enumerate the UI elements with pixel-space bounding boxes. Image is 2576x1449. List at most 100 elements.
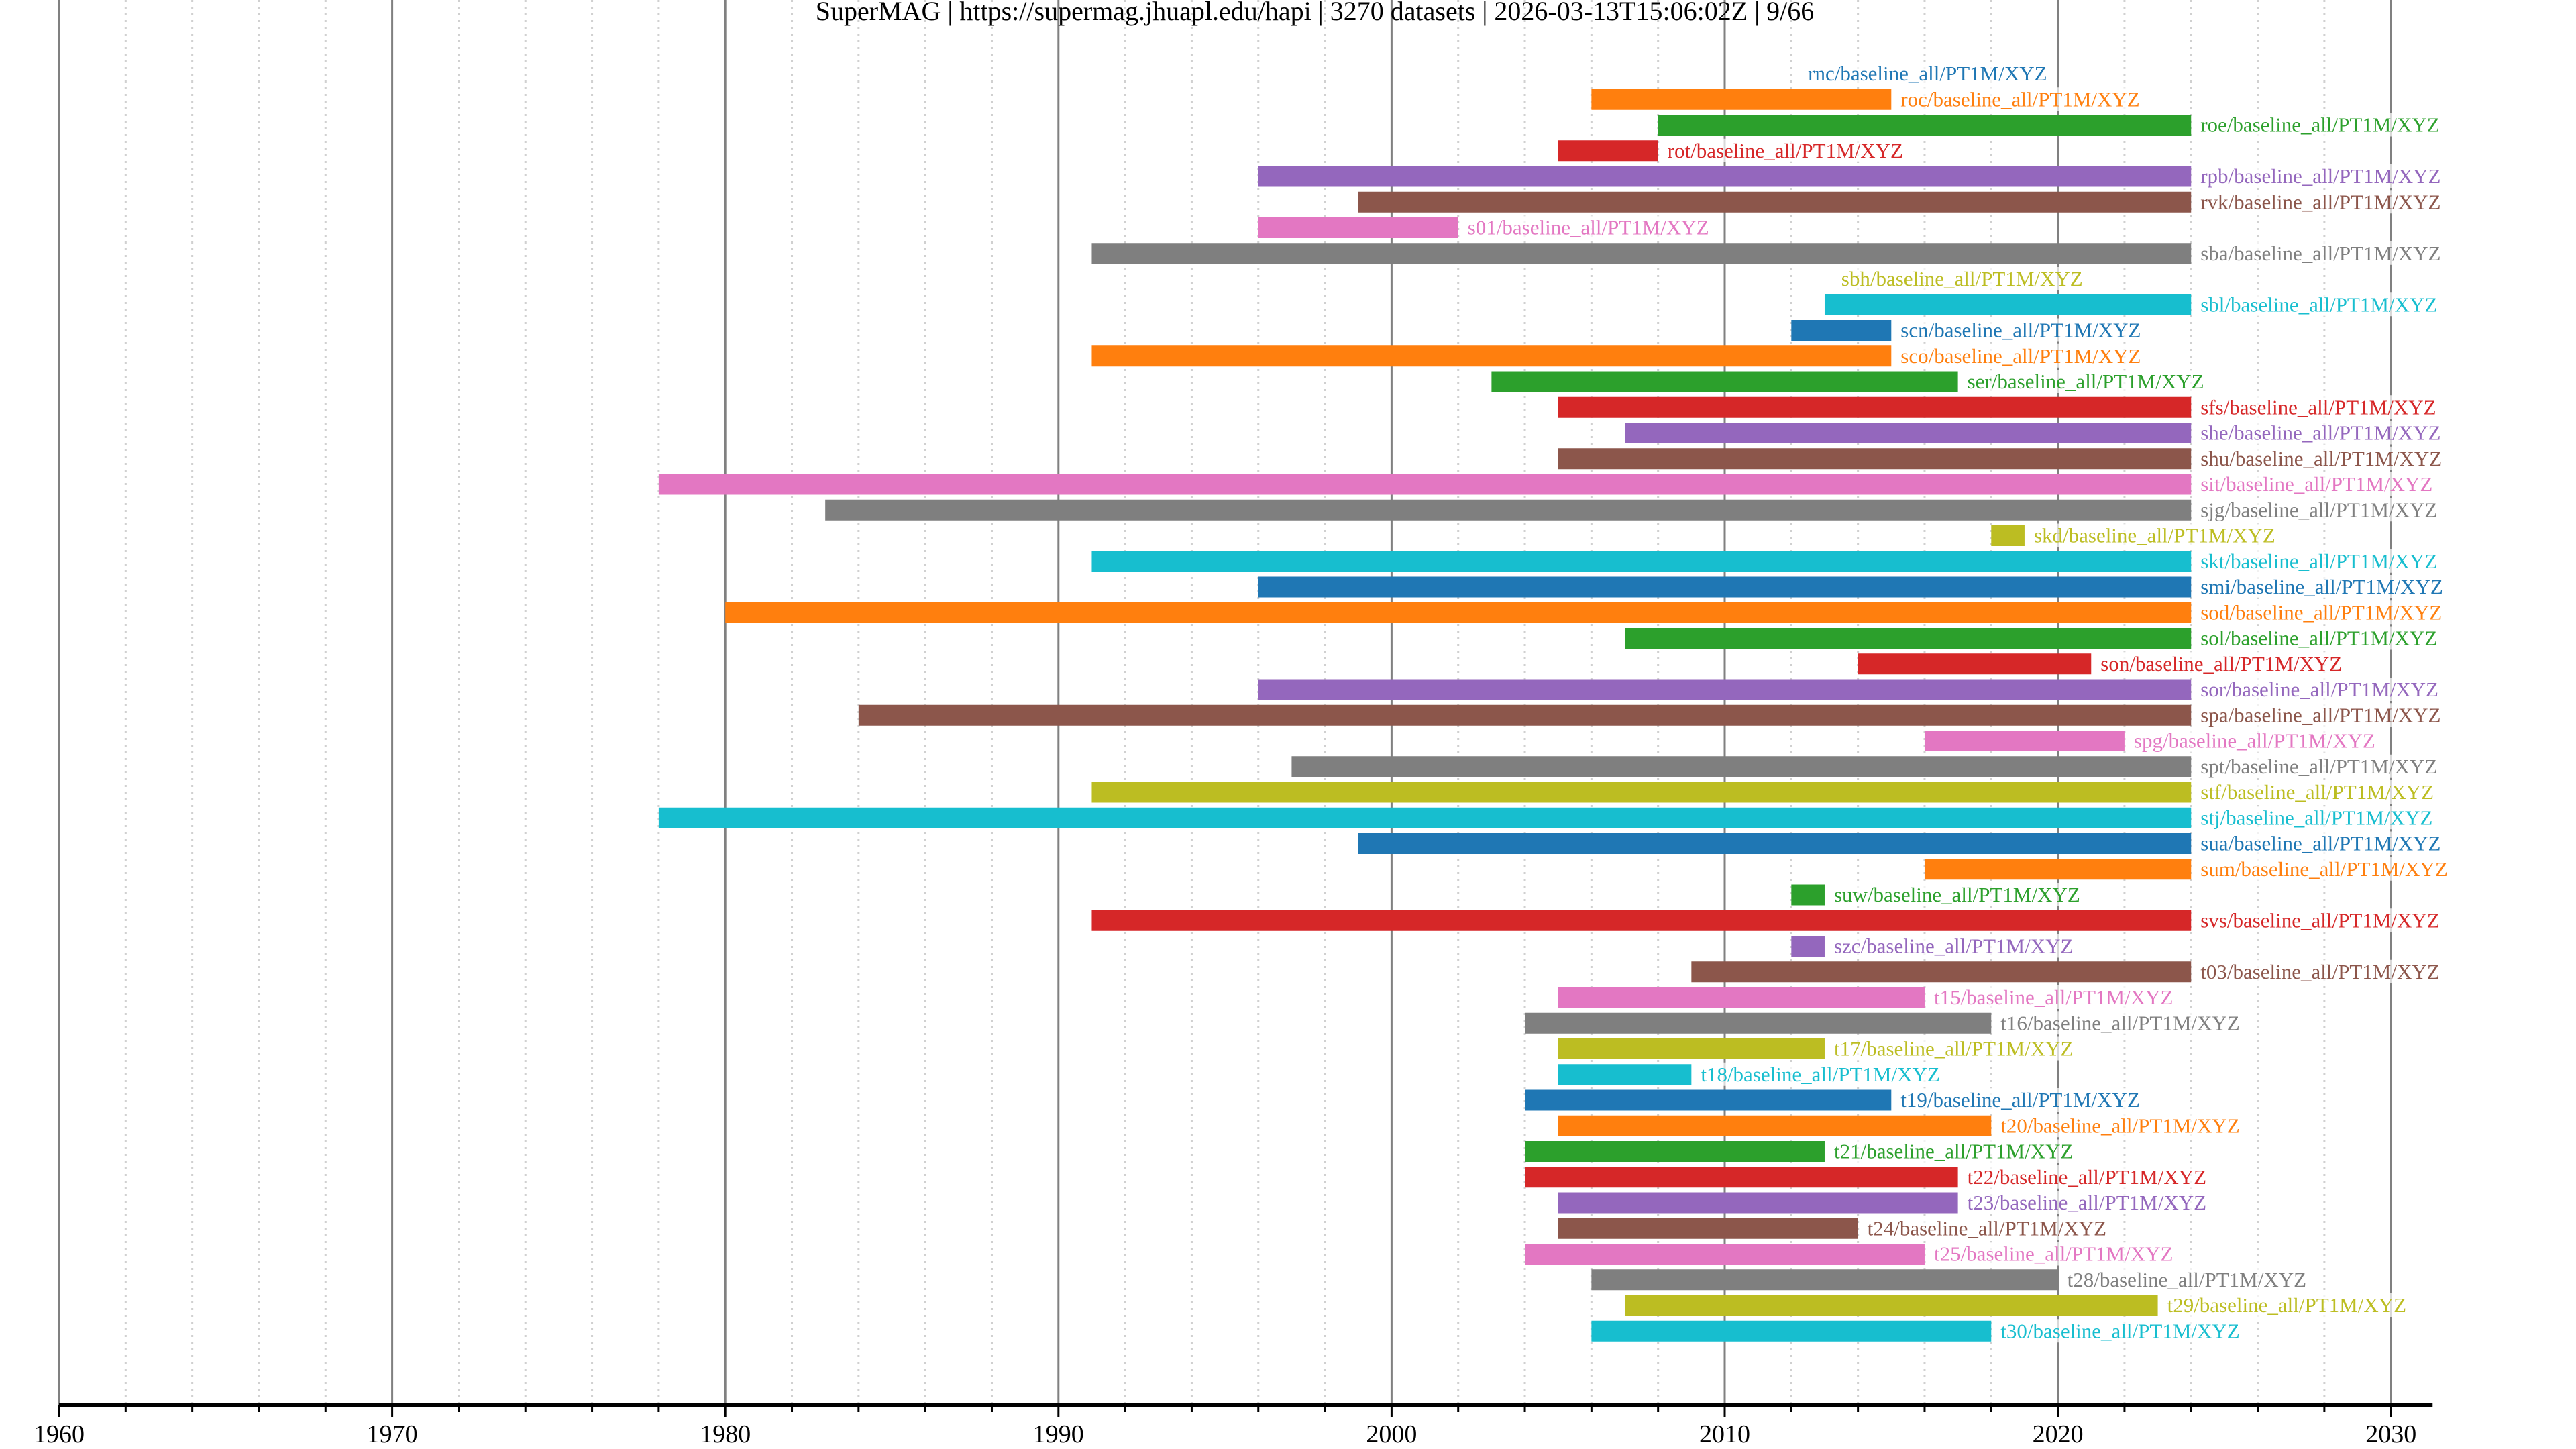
chart-title: SuperMAG | https://supermag.jhuapl.edu/h… [816, 0, 1815, 26]
dataset-label: szc/baseline_all/PT1M/XYZ [1834, 934, 2073, 958]
dataset-label-group: ser/baseline_all/PT1M/XYZ [1967, 370, 2204, 393]
timeline-bar [858, 704, 2192, 726]
x-tick-label: 1990 [1033, 1420, 1084, 1448]
dataset-label: shu/baseline_all/PT1M/XYZ [2200, 447, 2442, 470]
timeline-bar [1091, 910, 2192, 931]
timeline-bar [1525, 1244, 1925, 1265]
timeline-bar [1525, 1089, 1892, 1111]
dataset-label-group: roe/baseline_all/PT1M/XYZ [2200, 113, 2440, 137]
dataset-label: sco/baseline_all/PT1M/XYZ [1900, 344, 2141, 368]
dataset-label: roc/baseline_all/PT1M/XYZ [1900, 87, 2139, 111]
dataset-label: sba/baseline_all/PT1M/XYZ [2200, 241, 2440, 265]
dataset-label: stf/baseline_all/PT1M/XYZ [2200, 780, 2434, 804]
label-background [2200, 703, 2441, 727]
label-background [1833, 1036, 2074, 1061]
label-background [2200, 241, 2441, 265]
dataset-label-group: sor/baseline_all/PT1M/XYZ [2200, 678, 2438, 701]
label-background [1667, 138, 1903, 162]
timeline-bar [1791, 936, 1825, 957]
labels-layer: rnc/baseline_all/PT1M/XYZroc/baseline_al… [1467, 62, 2448, 1343]
label-background [2100, 651, 2343, 676]
dataset-label-group: she/baseline_all/PT1M/XYZ [2200, 421, 2441, 445]
label-background [1841, 267, 2083, 290]
timeline-bar [1258, 166, 2192, 187]
dataset-label: rot/baseline_all/PT1M/XYZ [1668, 139, 1903, 162]
dataset-label-group: t29/baseline_all/PT1M/XYZ [2167, 1293, 2407, 1317]
dataset-label-group: t28/baseline_all/PT1M/XYZ [2067, 1267, 2307, 1291]
dataset-label: t24/baseline_all/PT1M/XYZ [1868, 1216, 2106, 1240]
dataset-label: sbh/baseline_all/PT1M/XYZ [1841, 267, 2083, 290]
label-background [2200, 806, 2433, 830]
timeline-bar [1525, 1012, 1992, 1034]
timeline-bar [1491, 371, 1958, 392]
dataset-label-group: spa/baseline_all/PT1M/XYZ [2200, 703, 2441, 727]
dataset-label-group: t17/baseline_all/PT1M/XYZ [1833, 1036, 2074, 1061]
dataset-label: t03/baseline_all/PT1M/XYZ [2200, 960, 2439, 983]
dataset-label: sbl/baseline_all/PT1M/XYZ [2200, 292, 2437, 316]
dataset-label: she/baseline_all/PT1M/XYZ [2200, 421, 2440, 445]
dataset-label-group: t21/baseline_all/PT1M/XYZ [1833, 1139, 2074, 1163]
dataset-label: spg/baseline_all/PT1M/XYZ [2134, 729, 2375, 753]
timeline-bar [1358, 191, 2192, 213]
dataset-label-group: suw/baseline_all/PT1M/XYZ [1833, 883, 2080, 906]
dataset-label-group: sfs/baseline_all/PT1M/XYZ [2200, 395, 2436, 419]
x-tick-label: 1980 [700, 1420, 751, 1448]
dataset-label-group: t18/baseline_all/PT1M/XYZ [1701, 1062, 1940, 1086]
dataset-label: sjg/baseline_all/PT1M/XYZ [2200, 498, 2437, 521]
dataset-label-group: svs/baseline_all/PT1M/XYZ [2200, 908, 2440, 932]
timeline-bar [658, 474, 2192, 495]
dataset-label-group: sod/baseline_all/PT1M/XYZ [2200, 600, 2443, 625]
dataset-label: rvk/baseline_all/PT1M/XYZ [2200, 190, 2440, 213]
timeline-bar [1625, 628, 2192, 649]
dataset-label-group: sit/baseline_all/PT1M/XYZ [2200, 472, 2433, 496]
dataset-label: t20/baseline_all/PT1M/XYZ [2000, 1114, 2239, 1137]
timeline-bar [1791, 320, 1892, 341]
dataset-label-group: t20/baseline_all/PT1M/XYZ [2000, 1114, 2240, 1138]
dataset-label-group: rpb/baseline_all/PT1M/XYZ [2200, 164, 2441, 188]
dataset-label: t23/baseline_all/PT1M/XYZ [1968, 1191, 2206, 1214]
label-background [1833, 1139, 2074, 1163]
timeline-bar [1558, 140, 1658, 162]
dataset-label-group: t03/baseline_all/PT1M/XYZ [2200, 959, 2440, 983]
label-background [1467, 215, 1709, 239]
dataset-label-group: rot/baseline_all/PT1M/XYZ [1667, 138, 1903, 162]
label-background [2200, 395, 2436, 419]
label-background [1967, 370, 2204, 393]
label-background [2067, 1267, 2307, 1291]
timeline-bar [1258, 576, 2192, 598]
dataset-label-group: szc/baseline_all/PT1M/XYZ [1833, 934, 2074, 958]
dataset-label-group: spg/baseline_all/PT1M/XYZ [2133, 729, 2375, 753]
x-tick-label: 2030 [2365, 1420, 2416, 1448]
dataset-label: s01/baseline_all/PT1M/XYZ [1468, 216, 1709, 239]
label-background [2200, 575, 2443, 598]
timeline-bar [1525, 1141, 1825, 1162]
label-background [1900, 87, 2140, 111]
timeline-bar [1924, 859, 2192, 880]
dataset-label: t16/baseline_all/PT1M/XYZ [2000, 1011, 2239, 1034]
dataset-label: son/baseline_all/PT1M/XYZ [2100, 652, 2342, 676]
timeline-bar [1358, 833, 2192, 854]
dataset-label-group: t25/baseline_all/PT1M/XYZ [1933, 1242, 2174, 1266]
label-background [1701, 1062, 1940, 1086]
timeline-bar [1591, 1269, 2058, 1291]
timeline-bar [1558, 1064, 1692, 1085]
label-background [2200, 857, 2448, 881]
label-background [1833, 883, 2080, 906]
dataset-label-group: son/baseline_all/PT1M/XYZ [2100, 651, 2343, 676]
dataset-label: roe/baseline_all/PT1M/XYZ [2200, 113, 2439, 137]
dataset-label-group: s01/baseline_all/PT1M/XYZ [1467, 215, 1709, 239]
dataset-label-group: sba/baseline_all/PT1M/XYZ [2200, 241, 2441, 265]
timeline-bar [1258, 217, 1458, 238]
dataset-label-group: stf/baseline_all/PT1M/XYZ [2200, 780, 2434, 804]
dataset-label-group: t22/baseline_all/PT1M/XYZ [1967, 1165, 2207, 1189]
dataset-label-group: shu/baseline_all/PT1M/XYZ [2200, 446, 2443, 470]
label-background [1967, 1165, 2207, 1189]
label-background [2200, 446, 2443, 470]
label-background [2167, 1293, 2407, 1317]
timeline-bar [658, 807, 2192, 828]
dataset-label: sit/baseline_all/PT1M/XYZ [2200, 472, 2432, 496]
dataset-label: t30/baseline_all/PT1M/XYZ [2000, 1319, 2239, 1342]
dataset-label: svs/baseline_all/PT1M/XYZ [2200, 908, 2439, 932]
label-background [2200, 780, 2434, 804]
